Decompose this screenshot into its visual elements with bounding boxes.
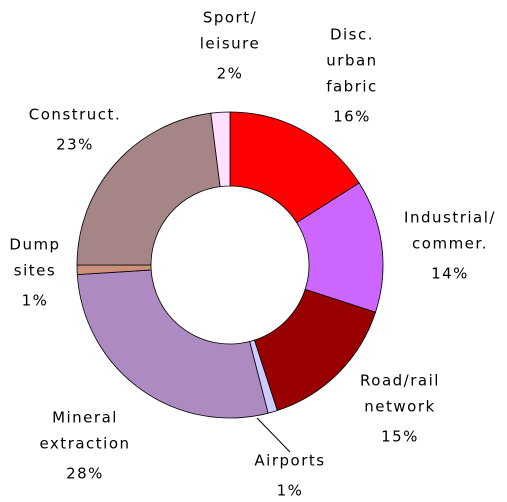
slice-label: fabric — [326, 78, 378, 96]
donut-slice — [253, 288, 377, 412]
slice-label: extraction — [39, 435, 130, 453]
slice-label: network — [364, 398, 435, 416]
value-label: 23% — [56, 136, 94, 154]
donut-slice — [210, 111, 231, 188]
slice-label: leisure — [200, 35, 260, 53]
slice-label: Mineral — [52, 409, 118, 427]
slice-label: Dump — [9, 236, 60, 254]
value-label: 1% — [22, 292, 49, 310]
donut-slice — [76, 112, 221, 266]
value-label: 14% — [431, 265, 469, 283]
donut-slice — [76, 269, 269, 419]
slice-label: urban — [326, 52, 377, 70]
value-label: 2% — [217, 65, 244, 83]
value-label: 28% — [66, 465, 104, 483]
slice-label: commer. — [412, 235, 488, 253]
slice-label: Road/rail — [360, 372, 440, 390]
value-label: 16% — [333, 108, 371, 126]
slice-label: Industrial/ — [404, 209, 496, 227]
value-label: 1% — [277, 482, 304, 499]
slice-label: Airports — [254, 452, 325, 470]
leader-line — [256, 417, 291, 453]
value-label: 15% — [381, 428, 419, 446]
slice-label: Sport/ — [203, 9, 257, 27]
slice-label: Construct. — [29, 106, 121, 124]
slice-label: sites — [14, 262, 56, 280]
slice-label: Disc. — [330, 26, 374, 44]
